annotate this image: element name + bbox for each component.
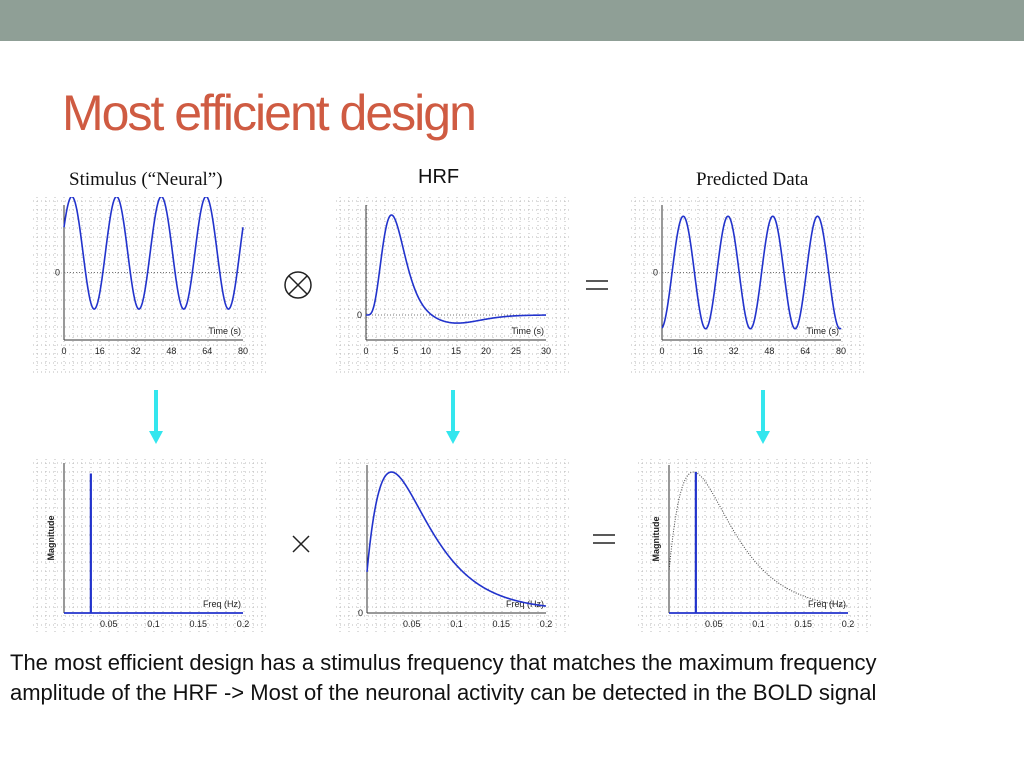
x-tick-label: 0.15	[492, 619, 510, 629]
slide-caption: The most efficient design has a stimulus…	[10, 648, 1022, 708]
chart-grid	[33, 459, 266, 634]
x-tick-label: 5	[393, 346, 398, 356]
y-tick-label: 0	[653, 268, 658, 278]
caption-line-1: The most efficient design has a stimulus…	[10, 650, 877, 675]
signal-line	[63, 197, 244, 310]
equals-operator-time	[586, 280, 608, 290]
plot-background	[638, 459, 871, 634]
x-tick-label: 0.2	[842, 619, 855, 629]
chart-grid	[638, 459, 871, 634]
x-axis-label: Time (s)	[208, 326, 241, 336]
x-axis-label: Time (s)	[511, 326, 544, 336]
top-bar	[0, 0, 1024, 41]
hrf-time-chart: 0 5 10 15 20 25 30 0 Time (s)	[336, 197, 569, 373]
x-axis-label: Time (s)	[806, 326, 839, 336]
y-tick-label: 0	[55, 268, 60, 278]
caption-line-2: amplitude of the HRF -> Most of the neur…	[10, 680, 877, 705]
x-tick-label: 0	[61, 346, 66, 356]
convolution-operator	[284, 271, 312, 299]
x-tick-label: 25	[511, 346, 521, 356]
down-arrow-icon	[149, 390, 163, 444]
plot-background	[33, 197, 266, 373]
y-tick-label: 0	[358, 608, 363, 618]
x-tick-label: 80	[836, 346, 846, 356]
y-tick-label: 0	[357, 310, 362, 320]
hrf-curve	[366, 214, 547, 324]
signal-line	[661, 215, 842, 330]
x-tick-label: 0.2	[237, 619, 250, 629]
slide-title: Most efficient design	[62, 85, 477, 141]
stimulus-label: Stimulus (“Neural”)	[69, 169, 223, 190]
x-axis-label: Freq (Hz)	[808, 599, 846, 609]
x-tick-label: 0	[363, 346, 368, 356]
x-tick-label: 0.15	[794, 619, 812, 629]
equals-operator-frequency	[593, 534, 615, 544]
chart-grid	[336, 197, 569, 373]
x-tick-label: 0.1	[450, 619, 463, 629]
x-tick-label: 20	[481, 346, 491, 356]
x-tick-label: 48	[166, 346, 176, 356]
plot-background	[336, 459, 569, 634]
x-tick-label: 16	[95, 346, 105, 356]
x-tick-label: 0.1	[752, 619, 765, 629]
x-tick-label: 0.15	[189, 619, 207, 629]
chart-grid	[336, 459, 569, 634]
plot-background	[336, 197, 569, 373]
x-tick-label: 64	[202, 346, 212, 356]
multiply-operator	[292, 535, 310, 553]
x-tick-label: 0.05	[100, 619, 118, 629]
x-axis-label: Freq (Hz)	[506, 599, 544, 609]
x-tick-label: 0	[659, 346, 664, 356]
x-tick-label: 32	[131, 346, 141, 356]
x-tick-label: 30	[541, 346, 551, 356]
hrf-label: HRF	[418, 166, 460, 188]
hrf-spectrum-curve	[366, 471, 547, 607]
predicted-time-chart: 0 16 32 48 64 80 0 Time (s)	[631, 197, 864, 373]
hrf-envelope-curve	[668, 471, 849, 607]
x-tick-label: 0.1	[147, 619, 160, 629]
plot-background	[33, 459, 266, 634]
hrf-frequency-chart: 0.05 0.1 0.15 0.2 0 Freq (Hz)	[336, 459, 569, 634]
stimulus-frequency-chart: 0.05 0.1 0.15 0.2 Freq (Hz) Magnitude	[33, 459, 266, 634]
x-tick-label: 80	[238, 346, 248, 356]
down-arrow-icon	[446, 390, 460, 444]
x-tick-label: 0.2	[540, 619, 553, 629]
stimulus-time-chart: 0 16 32 48 64 80 0 Time (s)	[33, 197, 266, 373]
x-tick-label: 15	[451, 346, 461, 356]
plot-background	[631, 197, 864, 373]
chart-grid	[631, 197, 864, 373]
predicted-data-label: Predicted Data	[696, 169, 809, 190]
x-tick-label: 64	[800, 346, 810, 356]
x-tick-label: 0.05	[403, 619, 421, 629]
x-tick-label: 48	[764, 346, 774, 356]
y-axis-label: Magnitude	[651, 517, 661, 562]
x-axis-label: Freq (Hz)	[203, 599, 241, 609]
x-tick-label: 0.05	[705, 619, 723, 629]
y-axis-label: Magnitude	[46, 516, 56, 561]
x-tick-label: 16	[693, 346, 703, 356]
down-arrow-icon	[756, 390, 770, 444]
x-tick-label: 10	[421, 346, 431, 356]
x-tick-label: 32	[729, 346, 739, 356]
predicted-frequency-chart: 0.05 0.1 0.15 0.2 Freq (Hz) Magnitude	[638, 459, 871, 634]
